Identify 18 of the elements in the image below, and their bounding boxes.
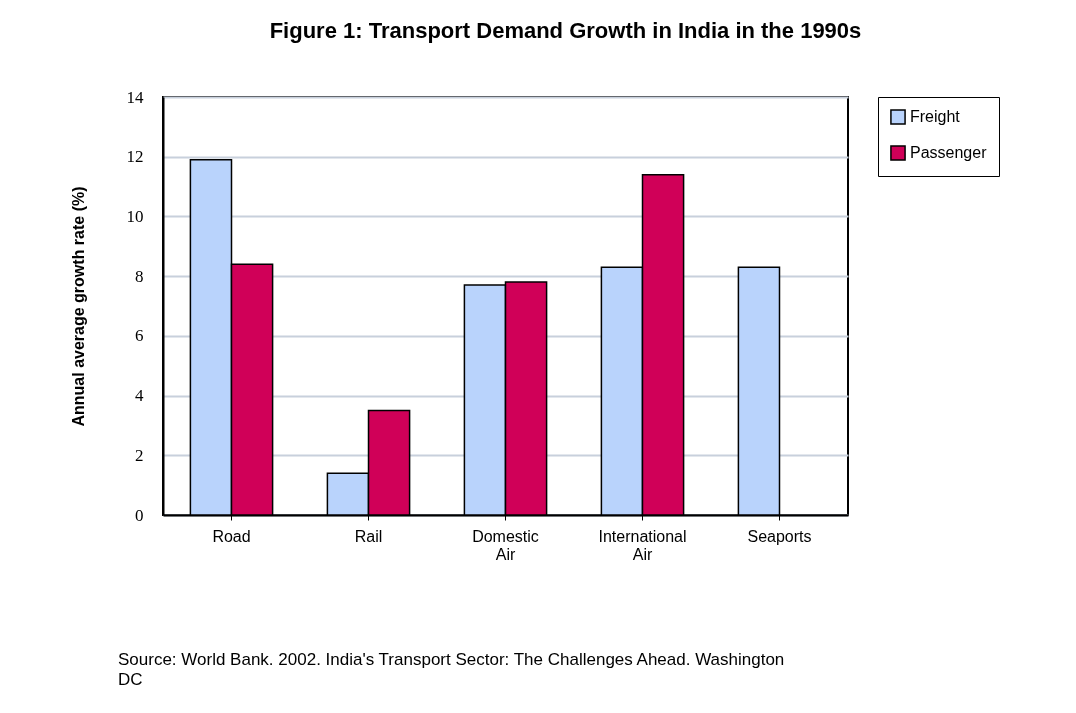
legend-label: Passenger: [910, 144, 988, 161]
y-tick-label: 6: [135, 326, 144, 346]
x-tick-label: Rail: [354, 527, 383, 545]
source-note: Source: World Bank. 2002. India's Transport Sector: The Challenges Ahead. Washington DC: [118, 650, 786, 690]
y-tick-label: 14: [126, 87, 144, 107]
y-tick-label: 10: [126, 206, 144, 226]
legend-label: Freight: [910, 108, 961, 125]
y-tick-label: 8: [135, 266, 144, 286]
y-tick-label: 0: [135, 505, 144, 525]
chart-title: Figure 1: Transport Demand Growth in India in the 1990s: [269, 18, 862, 43]
y-axis-title: Annual average growth rate (%): [69, 186, 87, 427]
x-tick-label: Road: [212, 527, 251, 545]
y-tick-label: 4: [135, 386, 144, 406]
x-tick-label: Domestic Air: [472, 527, 539, 563]
y-tick-label: 2: [135, 445, 144, 465]
y-tick-label: 12: [126, 147, 144, 167]
x-tick-label: International Air: [598, 527, 687, 563]
x-tick-label: Seaports: [747, 527, 812, 545]
